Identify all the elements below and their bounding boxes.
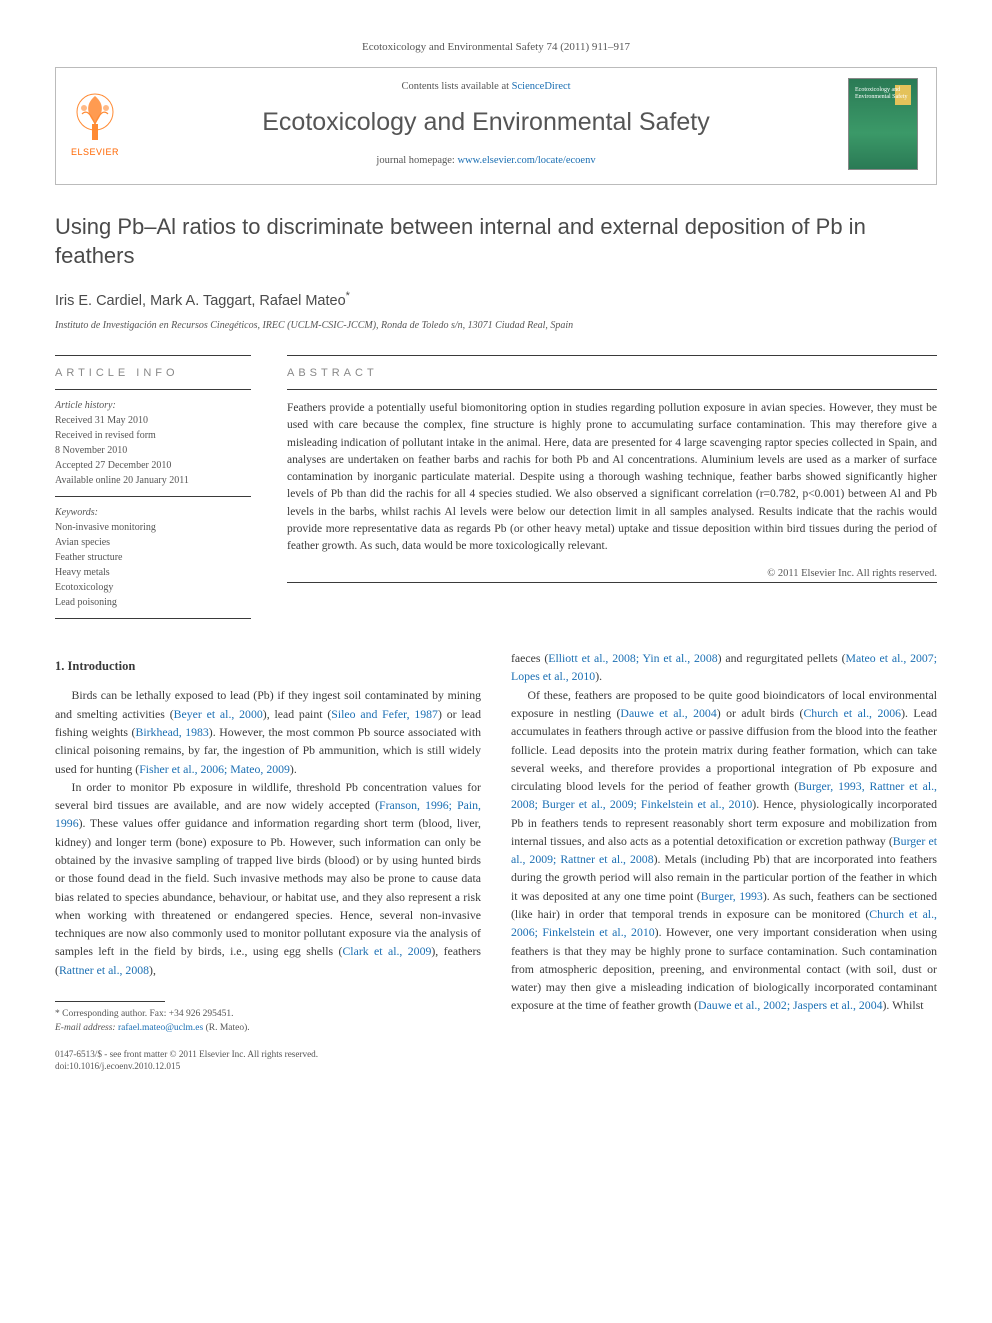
author-list: Iris E. Cardiel, Mark A. Taggart, Rafael…	[55, 289, 937, 311]
citation-link[interactable]: Birkhead, 1983	[135, 725, 208, 739]
abstract-text: Feathers provide a potentially useful bi…	[287, 390, 937, 561]
journal-name: Ecotoxicology and Environmental Safety	[138, 105, 834, 140]
corresponding-mark: *	[346, 290, 350, 302]
keyword: Heavy metals	[55, 565, 251, 580]
citation-link[interactable]: Beyer et al., 2000	[174, 707, 263, 721]
article-info-column: ARTICLE INFO Article history: Received 3…	[55, 355, 251, 619]
body-text: ),	[149, 963, 156, 977]
history-label: Article history:	[55, 398, 251, 413]
abstract-heading: ABSTRACT	[287, 356, 937, 389]
body-text: ), lead paint (	[263, 707, 332, 721]
citation-link[interactable]: Elliott et al., 2008; Yin et al., 2008	[548, 651, 717, 665]
abstract-copyright: © 2011 Elsevier Inc. All rights reserved…	[287, 567, 937, 582]
publisher-logo: ELSEVIER	[66, 90, 124, 159]
sciencedirect-link[interactable]: ScienceDirect	[512, 81, 571, 92]
doi-block: 0147-6513/$ - see front matter © 2011 El…	[55, 1048, 481, 1074]
journal-cover-thumbnail: Ecotoxicology and Environmental Safety	[848, 78, 918, 170]
body-text: faeces (	[511, 651, 548, 665]
citation-link[interactable]: Rattner et al., 2008	[59, 963, 149, 977]
journal-homepage-link[interactable]: www.elsevier.com/locate/ecoenv	[457, 155, 595, 166]
doi-line: doi:10.1016/j.ecoenv.2010.12.015	[55, 1060, 481, 1073]
body-text: ).	[290, 762, 297, 776]
body-text: ). Whilst	[883, 998, 924, 1012]
journal-homepage-line: journal homepage: www.elsevier.com/locat…	[138, 154, 834, 169]
citation-link[interactable]: Church et al., 2006	[803, 706, 901, 720]
divider	[55, 618, 251, 619]
elsevier-tree-icon	[70, 90, 120, 144]
contents-available-line: Contents lists available at ScienceDirec…	[138, 80, 834, 95]
keywords-block: Keywords: Non-invasive monitoring Avian …	[55, 497, 251, 618]
citation-link[interactable]: Dauwe et al., 2004	[620, 706, 716, 720]
article-history: Article history: Received 31 May 2010 Re…	[55, 390, 251, 496]
history-line: Accepted 27 December 2010	[55, 458, 251, 473]
running-header: Ecotoxicology and Environmental Safety 7…	[55, 40, 937, 55]
history-line: Received 31 May 2010	[55, 413, 251, 428]
keyword: Ecotoxicology	[55, 580, 251, 595]
affiliation: Instituto de Investigación en Recursos C…	[55, 319, 937, 333]
citation-link[interactable]: Burger, 1993	[701, 889, 763, 903]
body-text: ). These values offer guidance and infor…	[55, 816, 481, 958]
corresponding-author-footnote: * Corresponding author. Fax: +34 926 295…	[55, 1008, 481, 1036]
body-text: ) or adult birds (	[717, 706, 804, 720]
divider	[287, 582, 937, 583]
footnote-divider	[55, 1001, 165, 1002]
history-line: Received in revised form	[55, 428, 251, 443]
journal-header: ELSEVIER Contents lists available at Sci…	[55, 67, 937, 185]
abstract-column: ABSTRACT Feathers provide a potentially …	[287, 355, 937, 619]
keyword: Feather structure	[55, 550, 251, 565]
body-left-column: 1. Introduction Birds can be lethally ex…	[55, 649, 481, 1073]
front-matter-line: 0147-6513/$ - see front matter © 2011 El…	[55, 1048, 481, 1061]
publisher-name: ELSEVIER	[71, 146, 119, 159]
email-suffix: (R. Mateo).	[203, 1023, 249, 1033]
keyword: Non-invasive monitoring	[55, 520, 251, 535]
email-label: E-mail address:	[55, 1023, 118, 1033]
keyword: Lead poisoning	[55, 595, 251, 610]
authors-text: Iris E. Cardiel, Mark A. Taggart, Rafael…	[55, 292, 346, 308]
homepage-prefix: journal homepage:	[376, 155, 457, 166]
keywords-label: Keywords:	[55, 505, 251, 520]
body-right-column: faeces (Elliott et al., 2008; Yin et al.…	[511, 649, 937, 1073]
article-info-heading: ARTICLE INFO	[55, 356, 251, 389]
citation-link[interactable]: Dauwe et al., 2002; Jaspers et al., 2004	[698, 998, 882, 1012]
body-text: ).	[595, 669, 602, 683]
email-link[interactable]: rafael.mateo@uclm.es	[118, 1023, 203, 1033]
history-line: 8 November 2010	[55, 443, 251, 458]
body-text: ) and regurgitated pellets (	[718, 651, 846, 665]
history-line: Available online 20 January 2011	[55, 473, 251, 488]
citation-link[interactable]: Sileo and Fefer, 1987	[331, 707, 438, 721]
introduction-heading: 1. Introduction	[55, 657, 481, 676]
citation-link[interactable]: Fisher et al., 2006; Mateo, 2009	[139, 762, 290, 776]
citation-link[interactable]: Clark et al., 2009	[342, 944, 431, 958]
keyword: Avian species	[55, 535, 251, 550]
article-title: Using Pb–Al ratios to discriminate betwe…	[55, 213, 937, 270]
body-columns: 1. Introduction Birds can be lethally ex…	[55, 649, 937, 1073]
cover-title-text: Ecotoxicology and Environmental Safety	[855, 87, 917, 100]
contents-prefix: Contents lists available at	[401, 81, 511, 92]
footnote-corr: * Corresponding author. Fax: +34 926 295…	[55, 1008, 481, 1022]
